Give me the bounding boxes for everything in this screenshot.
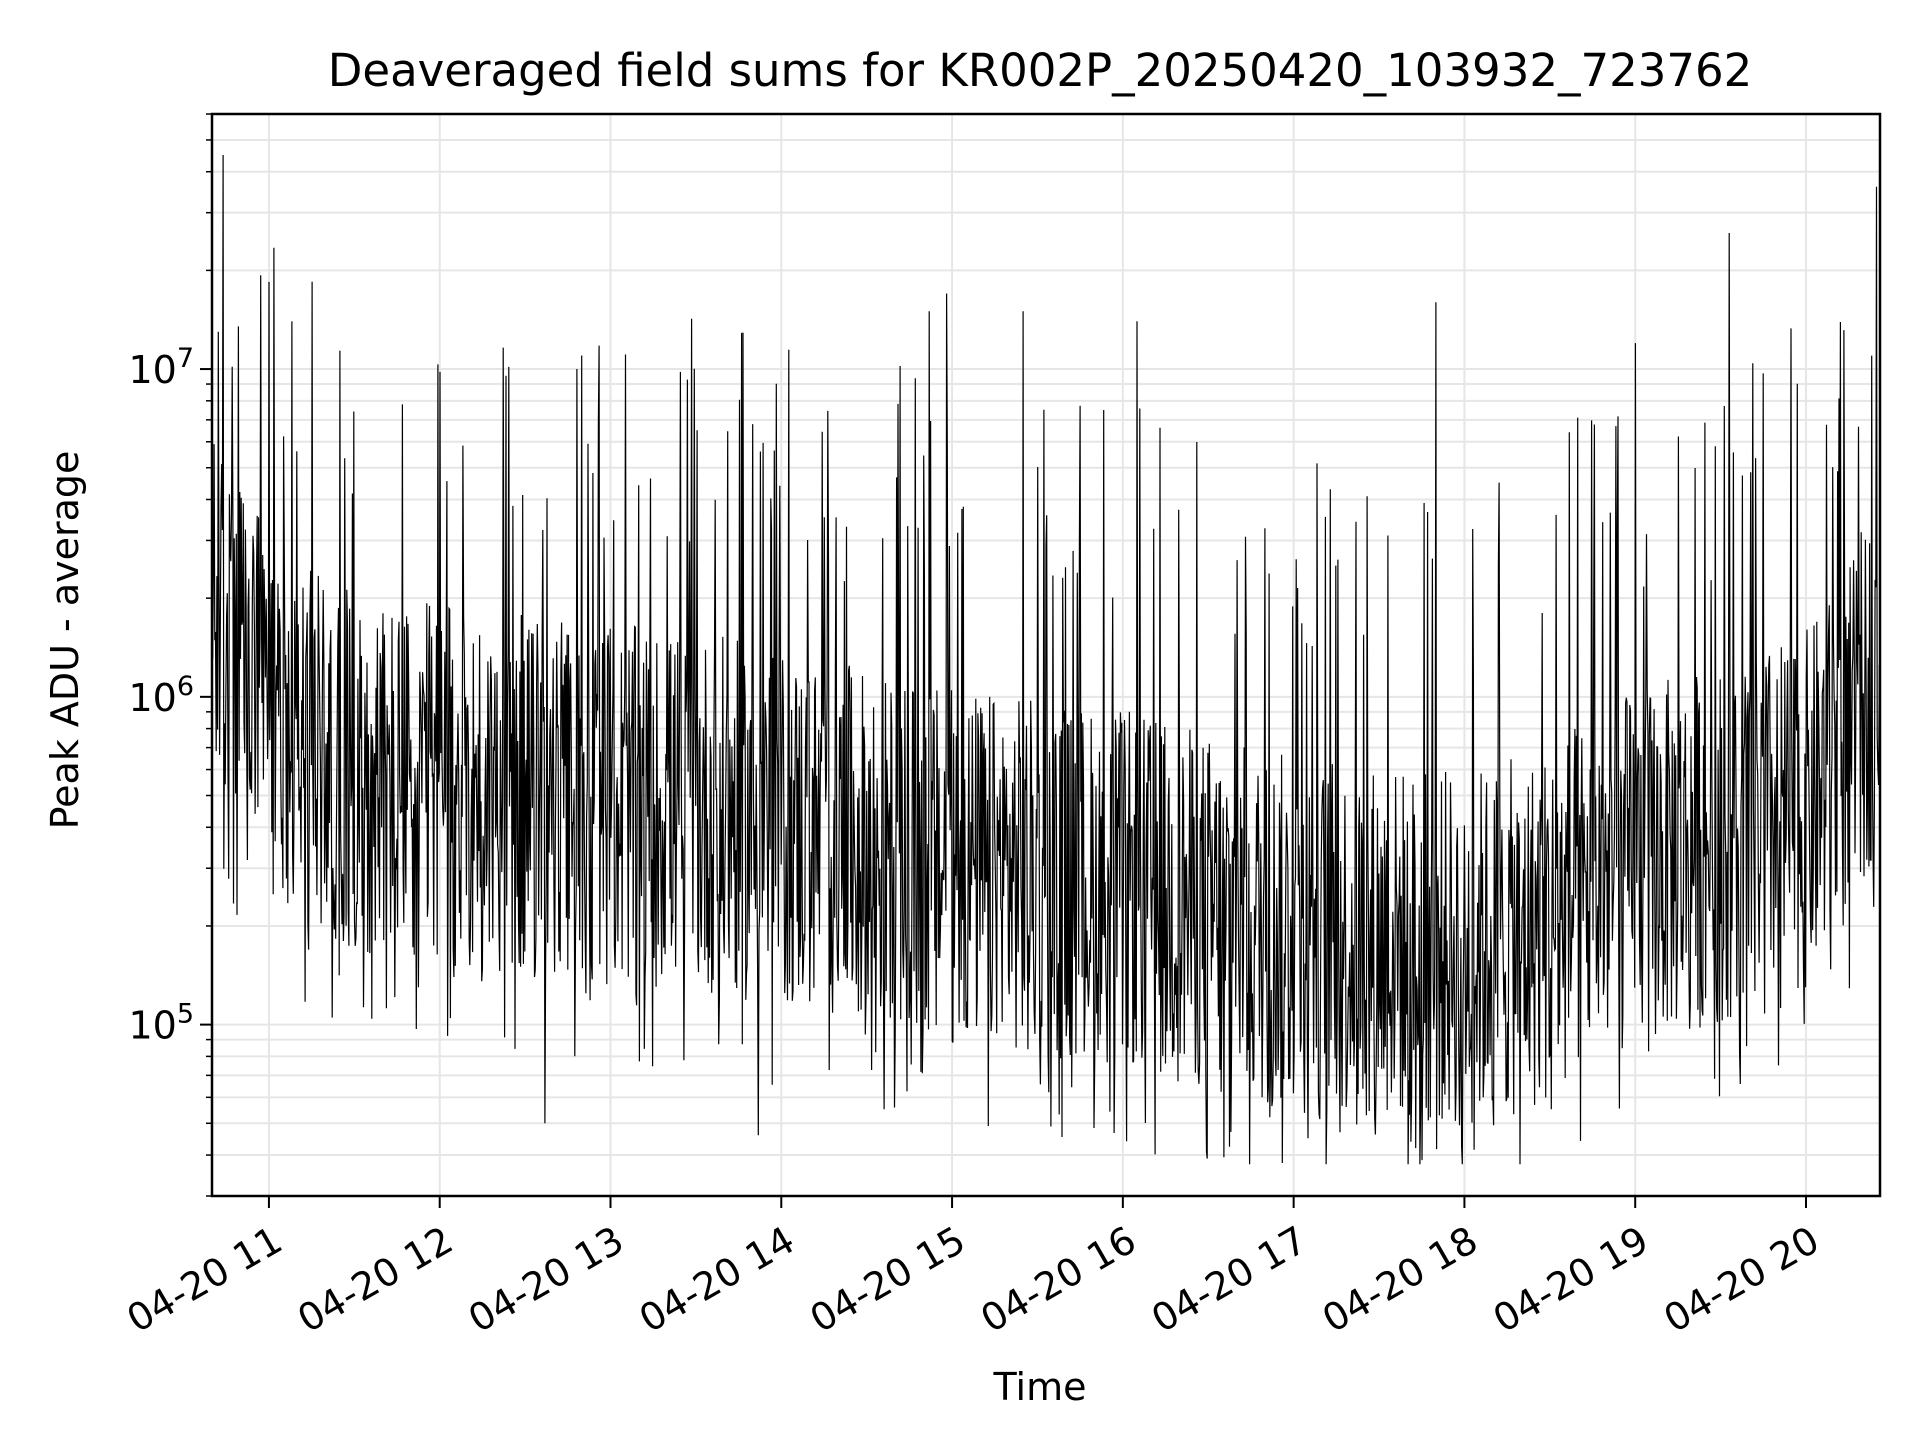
y-tick-base: 10 (128, 676, 176, 720)
y-axis-label: Peak ADU - average (43, 451, 87, 830)
y-tick-exponent: 6 (177, 671, 194, 702)
series-line (212, 154, 1880, 1165)
x-tick-label: 04-20 17 (1144, 1218, 1314, 1342)
x-tick-label: 04-20 11 (119, 1218, 289, 1342)
x-tick-label: 04-20 18 (1315, 1218, 1485, 1342)
y-tick-exponent: 7 (177, 343, 194, 374)
x-tick-label: 04-20 15 (803, 1218, 973, 1342)
x-tick-label: 04-20 12 (290, 1218, 460, 1342)
y-tick-exponent: 5 (177, 999, 194, 1030)
chart-title: Deaveraged field sums for KR002P_2025042… (328, 44, 1752, 97)
y-tick-base: 10 (128, 348, 176, 392)
x-axis-label: Time (993, 1365, 1087, 1409)
x-tick-label: 04-20 16 (973, 1218, 1143, 1342)
series-group (212, 154, 1880, 1165)
y-tick-label: 106 (128, 671, 194, 720)
x-tick-label: 04-20 19 (1486, 1218, 1656, 1342)
plot-area (210, 112, 1882, 1198)
y-tick-base: 10 (128, 1004, 176, 1048)
y-tick-label: 107 (128, 343, 194, 392)
x-tick-label: 04-20 14 (632, 1218, 802, 1342)
x-tick-label: 04-20 13 (461, 1218, 631, 1342)
x-axis: 04-20 11 04-20 12 04-20 13 04-20 14 04-20 15… (119, 1196, 1826, 1341)
y-tick-label: 105 (128, 999, 194, 1048)
x-tick-label: 04-20 20 (1657, 1218, 1827, 1342)
